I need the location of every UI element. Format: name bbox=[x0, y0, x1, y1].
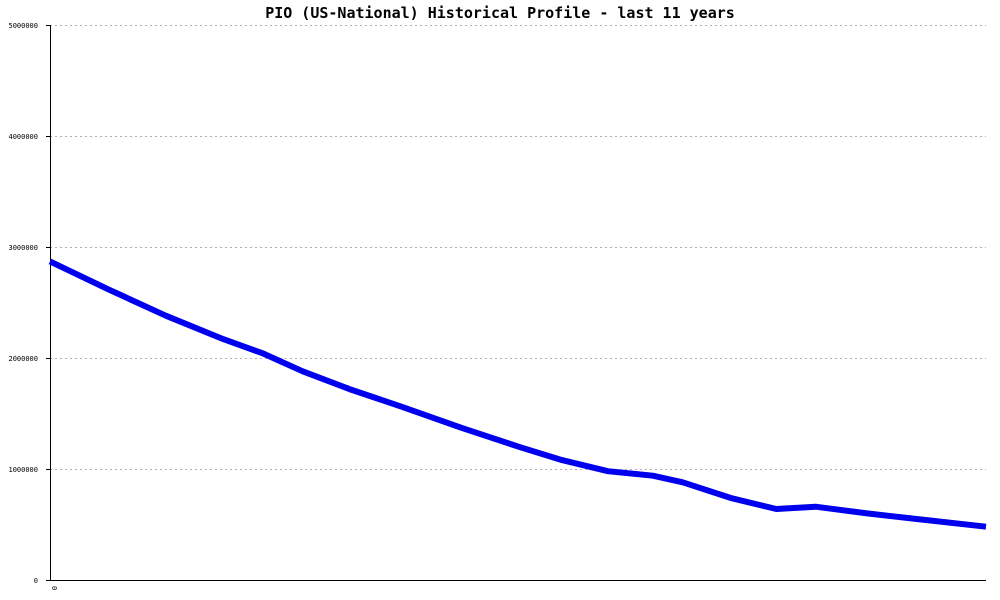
x-axis-ticks: 0 bbox=[50, 586, 58, 590]
chart-title: PIO (US-National) Historical Profile - l… bbox=[265, 4, 735, 22]
y-tick-label: 0 bbox=[34, 577, 38, 585]
y-axis-ticks: 0 1000000 2000000 3000000 4000000 5000000 bbox=[8, 22, 50, 585]
grid-lines bbox=[50, 25, 986, 470]
series-line-0 bbox=[48, 258, 987, 530]
y-tick-label: 3000000 bbox=[8, 244, 38, 252]
y-tick-label: 5000000 bbox=[8, 22, 38, 30]
y-tick-label: 2000000 bbox=[8, 355, 38, 363]
series-layer bbox=[48, 258, 987, 530]
x-tick-label: 0 bbox=[50, 586, 58, 590]
y-tick-label: 4000000 bbox=[8, 133, 38, 141]
y-tick-label: 1000000 bbox=[8, 466, 38, 474]
